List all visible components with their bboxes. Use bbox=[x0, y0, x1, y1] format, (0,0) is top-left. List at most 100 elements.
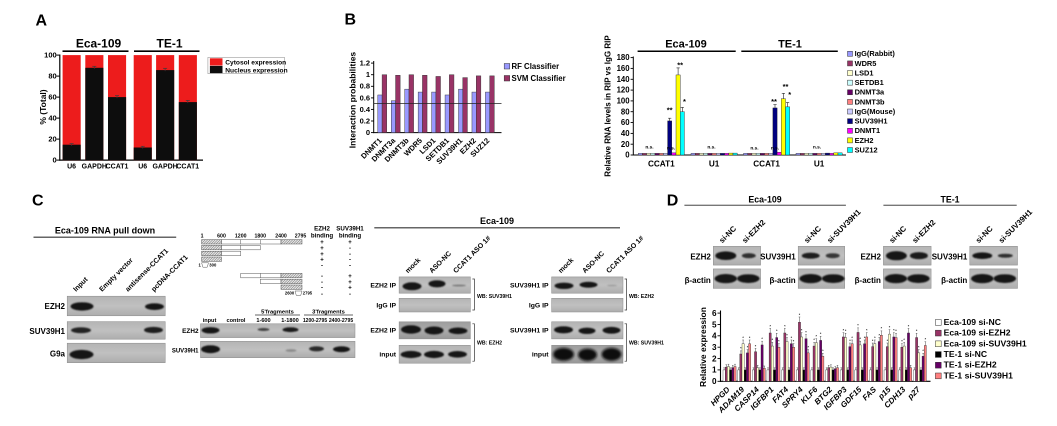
svg-text:DNMT3b: DNMT3b bbox=[855, 97, 885, 106]
svg-text:GAPDH: GAPDH bbox=[152, 163, 177, 170]
svg-text:β-actin: β-actin bbox=[769, 276, 795, 285]
svg-text:TE-1 si-EZH2: TE-1 si-EZH2 bbox=[944, 360, 997, 370]
svg-text:WB: EZH2: WB: EZH2 bbox=[629, 294, 654, 300]
svg-text:+: + bbox=[320, 252, 324, 258]
svg-text:160: 160 bbox=[617, 64, 631, 73]
svg-text:20: 20 bbox=[621, 140, 630, 149]
svg-text:IgG(Rabbit): IgG(Rabbit) bbox=[855, 49, 896, 58]
svg-text:input: input bbox=[379, 352, 396, 359]
svg-text:*: * bbox=[772, 338, 774, 342]
svg-text:*: * bbox=[776, 329, 778, 333]
svg-text:60: 60 bbox=[621, 118, 630, 127]
svg-text:1200-2795: 1200-2795 bbox=[303, 318, 328, 324]
svg-text:*: * bbox=[793, 339, 795, 343]
svg-text:3'fragments: 3'fragments bbox=[312, 309, 345, 315]
svg-text:n.s.: n.s. bbox=[667, 147, 675, 152]
svg-text:Eca-109 RNA pull down: Eca-109 RNA pull down bbox=[55, 226, 155, 236]
svg-text:*: * bbox=[791, 336, 793, 340]
svg-text:Eca-109: Eca-109 bbox=[480, 216, 514, 226]
svg-text:+: + bbox=[348, 286, 352, 292]
svg-text:LSD1: LSD1 bbox=[855, 68, 874, 77]
svg-text:*: * bbox=[889, 325, 891, 329]
svg-text:IgG(Mouse): IgG(Mouse) bbox=[855, 107, 896, 116]
svg-text:TE-1: TE-1 bbox=[940, 195, 959, 205]
svg-text:1: 1 bbox=[366, 70, 370, 79]
svg-text:n.s.: n.s. bbox=[771, 147, 779, 152]
svg-text:4: 4 bbox=[712, 332, 717, 341]
svg-text:SUZ12: SUZ12 bbox=[855, 145, 878, 154]
svg-text:C: C bbox=[32, 192, 44, 209]
svg-text:EZH2: EZH2 bbox=[690, 253, 711, 262]
svg-text:20: 20 bbox=[48, 135, 56, 144]
svg-text:300: 300 bbox=[209, 262, 217, 267]
svg-text:*: * bbox=[845, 329, 847, 333]
svg-text:*: * bbox=[742, 336, 744, 340]
svg-text:0: 0 bbox=[625, 151, 630, 160]
svg-text:SUV39H1 IP: SUV39H1 IP bbox=[510, 283, 549, 290]
svg-text:-: - bbox=[321, 274, 323, 280]
svg-text:100: 100 bbox=[617, 97, 631, 106]
svg-text:CCAT1: CCAT1 bbox=[176, 163, 199, 170]
svg-text:5: 5 bbox=[712, 320, 717, 329]
svg-text:β-actin: β-actin bbox=[855, 276, 881, 285]
svg-text:G9a: G9a bbox=[50, 350, 66, 359]
svg-text:Interaction probabilities: Interaction probabilities bbox=[348, 52, 358, 149]
svg-text:*: * bbox=[925, 338, 927, 342]
svg-text:WB: EZH2: WB: EZH2 bbox=[477, 341, 502, 347]
svg-text:*: * bbox=[918, 345, 920, 349]
svg-text:Cytosol expression: Cytosol expression bbox=[225, 60, 286, 67]
svg-text:-: - bbox=[321, 263, 323, 269]
svg-text:0: 0 bbox=[366, 128, 370, 137]
svg-text:*: * bbox=[916, 329, 918, 333]
svg-text:SUV39H1: SUV39H1 bbox=[760, 253, 796, 262]
svg-text:SUV39H1: SUV39H1 bbox=[855, 117, 888, 126]
svg-text:*: * bbox=[820, 332, 822, 336]
svg-text:SVM Classifier: SVM Classifier bbox=[512, 74, 566, 83]
svg-text:3: 3 bbox=[712, 343, 717, 352]
svg-text:+: + bbox=[348, 274, 352, 280]
svg-text:40: 40 bbox=[48, 114, 56, 123]
svg-text:0.4: 0.4 bbox=[360, 105, 371, 114]
svg-text:*: * bbox=[878, 333, 880, 337]
svg-text:-: - bbox=[349, 246, 351, 252]
svg-text:+: + bbox=[348, 280, 352, 286]
svg-text:*: * bbox=[683, 97, 686, 106]
svg-text:2795: 2795 bbox=[295, 233, 307, 239]
svg-text:-: - bbox=[349, 292, 351, 298]
svg-text:Eca-109: Eca-109 bbox=[748, 195, 781, 205]
svg-text:n.s.: n.s. bbox=[750, 147, 758, 152]
svg-text:-: - bbox=[349, 263, 351, 269]
svg-text:-: - bbox=[349, 258, 351, 264]
svg-text:100: 100 bbox=[44, 51, 57, 60]
svg-text:Eca-109: Eca-109 bbox=[76, 36, 122, 50]
svg-text:binding: binding bbox=[339, 233, 362, 240]
svg-text:180: 180 bbox=[617, 53, 631, 62]
svg-text:*: * bbox=[813, 338, 815, 342]
svg-text:*: * bbox=[887, 339, 889, 343]
svg-text:TE-1: TE-1 bbox=[778, 39, 802, 51]
svg-text:TE-1 si-SUV39H1: TE-1 si-SUV39H1 bbox=[944, 370, 1013, 380]
svg-text:600: 600 bbox=[217, 233, 226, 239]
svg-text:SUV39H1: SUV39H1 bbox=[336, 226, 364, 233]
svg-text:*: * bbox=[807, 345, 809, 349]
svg-text:+: + bbox=[348, 240, 352, 246]
svg-text:1: 1 bbox=[198, 262, 201, 267]
svg-text:U6: U6 bbox=[138, 163, 147, 170]
svg-text:EZH2: EZH2 bbox=[855, 136, 874, 145]
svg-text:**: ** bbox=[771, 97, 777, 106]
svg-text:IgG IP: IgG IP bbox=[376, 303, 396, 310]
svg-text:B: B bbox=[345, 12, 357, 29]
svg-text:U6: U6 bbox=[67, 163, 76, 170]
svg-text:n.s.: n.s. bbox=[645, 146, 653, 151]
svg-text:**: ** bbox=[677, 61, 683, 70]
svg-text:n.s.: n.s. bbox=[813, 146, 821, 151]
svg-text:1: 1 bbox=[712, 366, 717, 375]
svg-text:0.6: 0.6 bbox=[360, 93, 370, 102]
svg-text:1200: 1200 bbox=[235, 233, 247, 239]
svg-text:*: * bbox=[778, 339, 780, 343]
svg-text:β-actin: β-actin bbox=[685, 276, 711, 285]
svg-text:EZH2 IP: EZH2 IP bbox=[370, 328, 396, 335]
svg-text:*: * bbox=[881, 327, 883, 331]
svg-text:*: * bbox=[893, 329, 895, 333]
svg-text:Eca-109: Eca-109 bbox=[665, 39, 707, 51]
